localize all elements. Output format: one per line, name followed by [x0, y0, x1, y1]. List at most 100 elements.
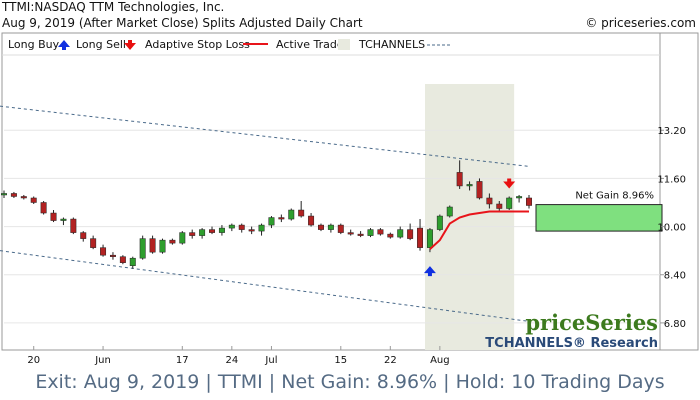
- candle: [139, 235, 146, 260]
- candle-body: [496, 203, 503, 209]
- candle-body: [50, 212, 57, 221]
- candle-body: [387, 233, 394, 238]
- x-tick-label: 22: [384, 355, 397, 366]
- copyright-label: © priceseries.com: [585, 16, 696, 30]
- candle: [149, 235, 156, 254]
- candle-body: [466, 184, 473, 187]
- net-gain-indicator: Net Gain 8.96%: [535, 191, 663, 232]
- candle: [258, 223, 265, 236]
- candle: [60, 217, 67, 226]
- y-tick-label: 10.00: [657, 223, 686, 234]
- candle-body: [367, 229, 374, 236]
- candle-body: [318, 224, 324, 230]
- sell-arrow-icon: [124, 40, 136, 50]
- candle: [100, 244, 107, 257]
- candle-body: [70, 218, 77, 233]
- legend: Long Buy Long Sell Adaptive Stop Loss Ac…: [8, 38, 450, 51]
- candle: [298, 200, 305, 218]
- candle: [70, 217, 77, 235]
- buy-arrow-icon: [58, 40, 70, 50]
- candle: [50, 210, 57, 223]
- candle: [238, 223, 245, 233]
- candle: [466, 181, 473, 191]
- buy-arrow-icon: [423, 266, 436, 277]
- x-tick-label: 15: [334, 355, 347, 366]
- candle-body: [446, 206, 453, 217]
- adaptive-stop-loss: [429, 210, 529, 250]
- candle-body: [248, 229, 255, 232]
- candle-body: [169, 239, 176, 244]
- candle-body: [1, 193, 7, 196]
- candle: [377, 228, 384, 236]
- x-tick-label: Jul: [264, 355, 277, 366]
- candle-body: [60, 218, 67, 221]
- net-gain-box: [535, 204, 663, 232]
- candle: [278, 214, 285, 223]
- candle-body: [20, 196, 27, 199]
- legend-active-trade-label: Active Trade: [276, 38, 344, 51]
- candle: [357, 231, 364, 238]
- legend-long-buy-label: Long Buy: [8, 38, 60, 51]
- candle: [40, 200, 47, 215]
- candle: [476, 178, 483, 200]
- candle-body: [129, 257, 136, 266]
- candle: [109, 252, 116, 260]
- candle: [496, 200, 503, 212]
- candle: [417, 219, 424, 251]
- channel-upper-line: [0, 105, 530, 167]
- legend-tchannels-label: TCHANNELS: [358, 38, 425, 51]
- candle: [367, 228, 374, 238]
- candle: [347, 229, 354, 236]
- candle-body: [40, 202, 47, 214]
- trade-markers: [423, 178, 516, 277]
- candle: [288, 208, 295, 221]
- candle: [228, 223, 235, 232]
- y-tick-label: 8.40: [664, 271, 686, 282]
- candle-body: [268, 217, 275, 226]
- candle: [1, 190, 7, 198]
- candle-body: [10, 193, 17, 197]
- candle-body: [258, 224, 265, 232]
- candle-body: [506, 197, 513, 209]
- stop-loss-line: [429, 210, 529, 250]
- candle: [337, 223, 344, 235]
- candle-body: [278, 217, 285, 220]
- candle-body: [80, 232, 87, 239]
- candle: [209, 226, 215, 235]
- candle-body: [327, 224, 334, 230]
- candle: [199, 228, 206, 239]
- chart: Long Buy Long Sell Adaptive Stop Loss Ac…: [0, 32, 699, 366]
- plot-border: [1, 32, 699, 351]
- x-tick-label: Aug: [430, 355, 450, 366]
- tchannels-research-label: TCHANNELS® Research: [485, 336, 658, 351]
- candle-body: [476, 181, 483, 199]
- tchannels-lines: [0, 105, 530, 322]
- candle: [516, 194, 523, 203]
- candle: [308, 213, 315, 227]
- candle-body: [109, 254, 116, 257]
- candle-body: [456, 172, 463, 187]
- candle-body: [377, 229, 384, 235]
- candle-body: [228, 224, 235, 229]
- candle-body: [149, 238, 156, 253]
- candle: [179, 231, 186, 245]
- priceseries-logo: priceSeries: [525, 310, 658, 335]
- candle-body: [407, 229, 414, 239]
- candle-body: [100, 247, 107, 256]
- candle-body: [30, 197, 37, 203]
- channel-lower-line: [0, 250, 530, 322]
- candle-body: [209, 229, 215, 233]
- candle: [397, 226, 404, 239]
- trade-summary-footer: Exit: Aug 9, 2019 | TTMI | Net Gain: 8.9…: [35, 371, 665, 393]
- candle: [486, 193, 493, 209]
- candle: [456, 160, 463, 189]
- x-tick-label: 24: [225, 355, 238, 366]
- candle-body: [199, 229, 206, 236]
- legend-adaptive-stop-label: Adaptive Stop Loss: [145, 38, 250, 51]
- candle: [159, 238, 166, 254]
- candle: [327, 223, 334, 233]
- candle-body: [347, 232, 354, 235]
- candle-body: [179, 232, 186, 244]
- candle-body: [90, 238, 97, 248]
- x-tick-label: 17: [176, 355, 189, 366]
